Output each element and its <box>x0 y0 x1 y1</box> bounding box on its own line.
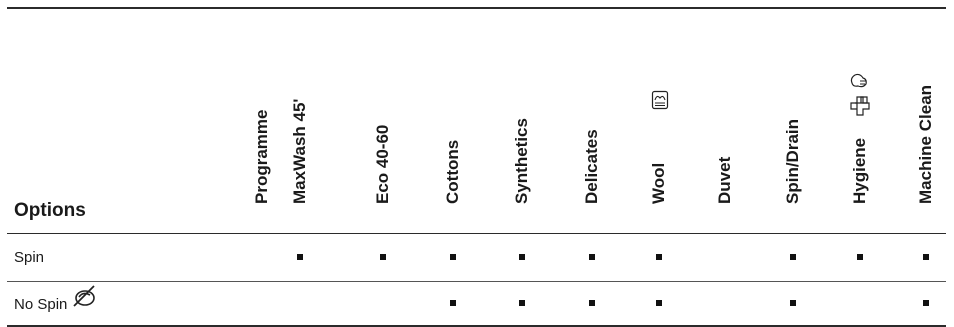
options-header: Options <box>14 200 86 221</box>
column-header-label: Eco 40-60 <box>373 124 392 204</box>
column-header-machine-clean: Machine Clean <box>906 12 946 224</box>
column-header-label: Duvet <box>715 156 734 204</box>
option-mark <box>519 300 525 306</box>
column-header-label: Delicates <box>582 129 601 204</box>
column-header-label: Machine Clean <box>916 84 935 204</box>
column-header-label: Hygiene <box>850 137 869 204</box>
table-top-rule <box>7 7 946 9</box>
row-divider <box>7 281 946 282</box>
column-header-delicates: Delicates <box>572 12 612 224</box>
column-header-eco: Eco 40-60 <box>363 12 403 224</box>
programme-header: Programme <box>242 12 282 224</box>
column-header-label: MaxWash 45' <box>290 98 309 204</box>
option-mark <box>589 300 595 306</box>
row-label-no-spin: No Spin <box>14 285 95 313</box>
column-header-label: Wool <box>649 162 668 204</box>
column-header-cottons: Cottons <box>433 12 473 224</box>
column-header-label: Synthetics <box>512 118 531 204</box>
column-header-spin-drain: Spin/Drain <box>773 12 813 224</box>
option-mark <box>380 254 386 260</box>
row-label-text: No Spin <box>14 296 68 313</box>
column-header-label: Cottons <box>443 139 462 204</box>
option-mark <box>450 300 456 306</box>
option-mark <box>297 254 303 260</box>
column-header-hygiene: Hygiene <box>840 12 880 224</box>
option-mark <box>589 254 595 260</box>
option-mark <box>790 254 796 260</box>
option-mark <box>656 254 662 260</box>
option-mark <box>790 300 796 306</box>
column-header-maxwash: MaxWash 45' <box>280 12 320 224</box>
header-rule <box>7 233 946 234</box>
hygiene-steam-icon <box>850 73 870 116</box>
column-header-wool: Wool <box>639 12 679 224</box>
column-header-label: Spin/Drain <box>783 118 802 204</box>
option-mark <box>923 300 929 306</box>
option-mark <box>656 300 662 306</box>
row-label-spin: Spin <box>14 249 45 266</box>
option-mark <box>519 254 525 260</box>
option-mark <box>450 254 456 260</box>
column-header-synthetics: Synthetics <box>502 12 542 224</box>
table-bottom-rule <box>7 325 946 327</box>
wool-hand-wash-icon <box>651 90 669 110</box>
option-mark <box>857 254 863 260</box>
programme-header-label: Programme <box>252 109 271 204</box>
no-spin-icon <box>73 285 95 307</box>
option-mark <box>923 254 929 260</box>
column-header-duvet: Duvet <box>705 12 745 224</box>
